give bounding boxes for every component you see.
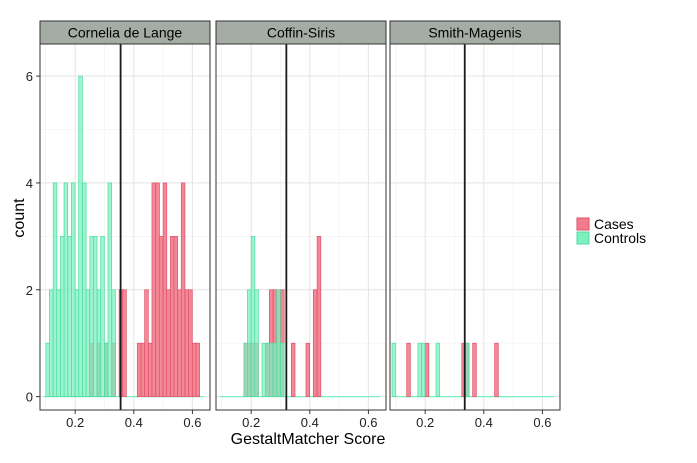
x-axis-label: GestaltMatcher Score bbox=[231, 431, 386, 448]
bar-controls bbox=[56, 289, 61, 397]
x-tick-label: 0.2 bbox=[242, 415, 260, 430]
bar-cases bbox=[195, 342, 200, 397]
bar-cases bbox=[166, 289, 171, 397]
bar-cases bbox=[188, 289, 193, 397]
x-tick-label: 0.4 bbox=[125, 415, 143, 430]
bar-cases bbox=[170, 236, 175, 397]
facet-strip bbox=[389, 20, 561, 45]
bar-controls bbox=[85, 289, 91, 397]
bar-cases bbox=[173, 236, 178, 397]
bar-cases bbox=[155, 182, 160, 397]
bar-controls bbox=[107, 182, 113, 397]
bar-controls bbox=[421, 342, 426, 397]
legend-swatch-controls bbox=[576, 231, 590, 245]
bar-cases bbox=[180, 182, 186, 397]
facet-panel: Smith-Magenis bbox=[389, 20, 561, 411]
y-tick-label: 4 bbox=[26, 176, 33, 191]
facet-strip bbox=[39, 20, 211, 45]
bar-controls bbox=[111, 289, 116, 397]
bar-controls bbox=[243, 342, 248, 397]
facet-strip-label: Coffin-Siris bbox=[267, 25, 335, 41]
bar-controls bbox=[265, 342, 270, 397]
bar-cases bbox=[494, 342, 499, 397]
legend-swatch-cases bbox=[576, 217, 590, 231]
bar-controls bbox=[261, 342, 267, 397]
bar-controls bbox=[391, 342, 397, 397]
bar-controls bbox=[89, 236, 94, 397]
bar-controls bbox=[45, 342, 50, 397]
bar-controls bbox=[464, 342, 470, 397]
x-tick-label: 0.6 bbox=[183, 415, 201, 430]
y-tick-label: 0 bbox=[26, 390, 33, 405]
bar-controls bbox=[71, 182, 76, 397]
bar-cases bbox=[162, 182, 168, 397]
bar-controls bbox=[63, 182, 69, 397]
bar-cases bbox=[158, 236, 164, 397]
y-axis: 0 2 4 6 bbox=[26, 69, 40, 405]
y-axis-label: count bbox=[11, 198, 28, 238]
bar-cases bbox=[136, 342, 142, 397]
bar-controls bbox=[272, 342, 278, 397]
facet-strip bbox=[215, 20, 387, 45]
bar-controls bbox=[78, 75, 83, 397]
bar-cases bbox=[316, 236, 322, 397]
bar-cases bbox=[148, 342, 153, 397]
bar-controls bbox=[100, 236, 105, 397]
x-tick-label: 0.2 bbox=[66, 415, 84, 430]
bar-cases bbox=[192, 342, 197, 397]
facet-panels: Cornelia de Lange Coffin-Siris Smith-Magen… bbox=[39, 20, 561, 411]
bar-cases bbox=[424, 342, 430, 397]
bar-controls bbox=[82, 182, 87, 397]
bar-cases bbox=[184, 289, 190, 397]
bar-cases bbox=[151, 182, 156, 397]
y-tick-label: 6 bbox=[26, 69, 33, 84]
bar-cases bbox=[140, 342, 146, 397]
bar-controls bbox=[276, 289, 281, 397]
bar-controls bbox=[92, 236, 98, 397]
bar-controls bbox=[60, 236, 65, 397]
bar-controls bbox=[435, 342, 441, 397]
legend-label-controls: Controls bbox=[594, 230, 646, 246]
bar-cases bbox=[406, 342, 411, 397]
bar-controls bbox=[250, 236, 256, 397]
x-tick-label: 0.2 bbox=[416, 415, 434, 430]
x-axes: 0.2 0.4 0.6 0.2 0.4 0.6 0.2 0.4 0.6 bbox=[66, 410, 551, 430]
facet-strip-label: Smith-Magenis bbox=[428, 25, 521, 41]
bar-cases bbox=[312, 289, 318, 397]
facet-strip-label: Cornelia de Lange bbox=[68, 25, 183, 41]
bar-cases bbox=[122, 289, 127, 397]
facet-panel: Coffin-Siris bbox=[215, 20, 387, 411]
bar-controls bbox=[417, 342, 422, 397]
bar-controls bbox=[49, 289, 54, 397]
panel-background bbox=[216, 44, 386, 410]
bar-controls bbox=[254, 289, 259, 397]
x-tick-label: 0.4 bbox=[475, 415, 493, 430]
x-tick-label: 0.6 bbox=[359, 415, 377, 430]
bar-controls bbox=[67, 236, 72, 397]
x-tick-label: 0.4 bbox=[301, 415, 319, 430]
bar-cases bbox=[305, 342, 310, 397]
bar-controls bbox=[104, 342, 109, 397]
bar-controls bbox=[74, 289, 80, 397]
bar-cases bbox=[177, 289, 182, 397]
bar-cases bbox=[144, 289, 149, 397]
y-tick-label: 2 bbox=[26, 283, 33, 298]
bar-controls bbox=[268, 342, 274, 397]
facet-panel: Cornelia de Lange bbox=[39, 20, 211, 411]
bar-controls bbox=[280, 342, 285, 397]
bar-controls bbox=[247, 289, 252, 397]
x-tick-label: 0.6 bbox=[533, 415, 551, 430]
bar-controls bbox=[96, 289, 102, 397]
bar-controls bbox=[52, 182, 58, 397]
legend-label-cases: Cases bbox=[594, 216, 634, 232]
bar-cases bbox=[290, 342, 296, 397]
bar-cases bbox=[472, 342, 477, 397]
